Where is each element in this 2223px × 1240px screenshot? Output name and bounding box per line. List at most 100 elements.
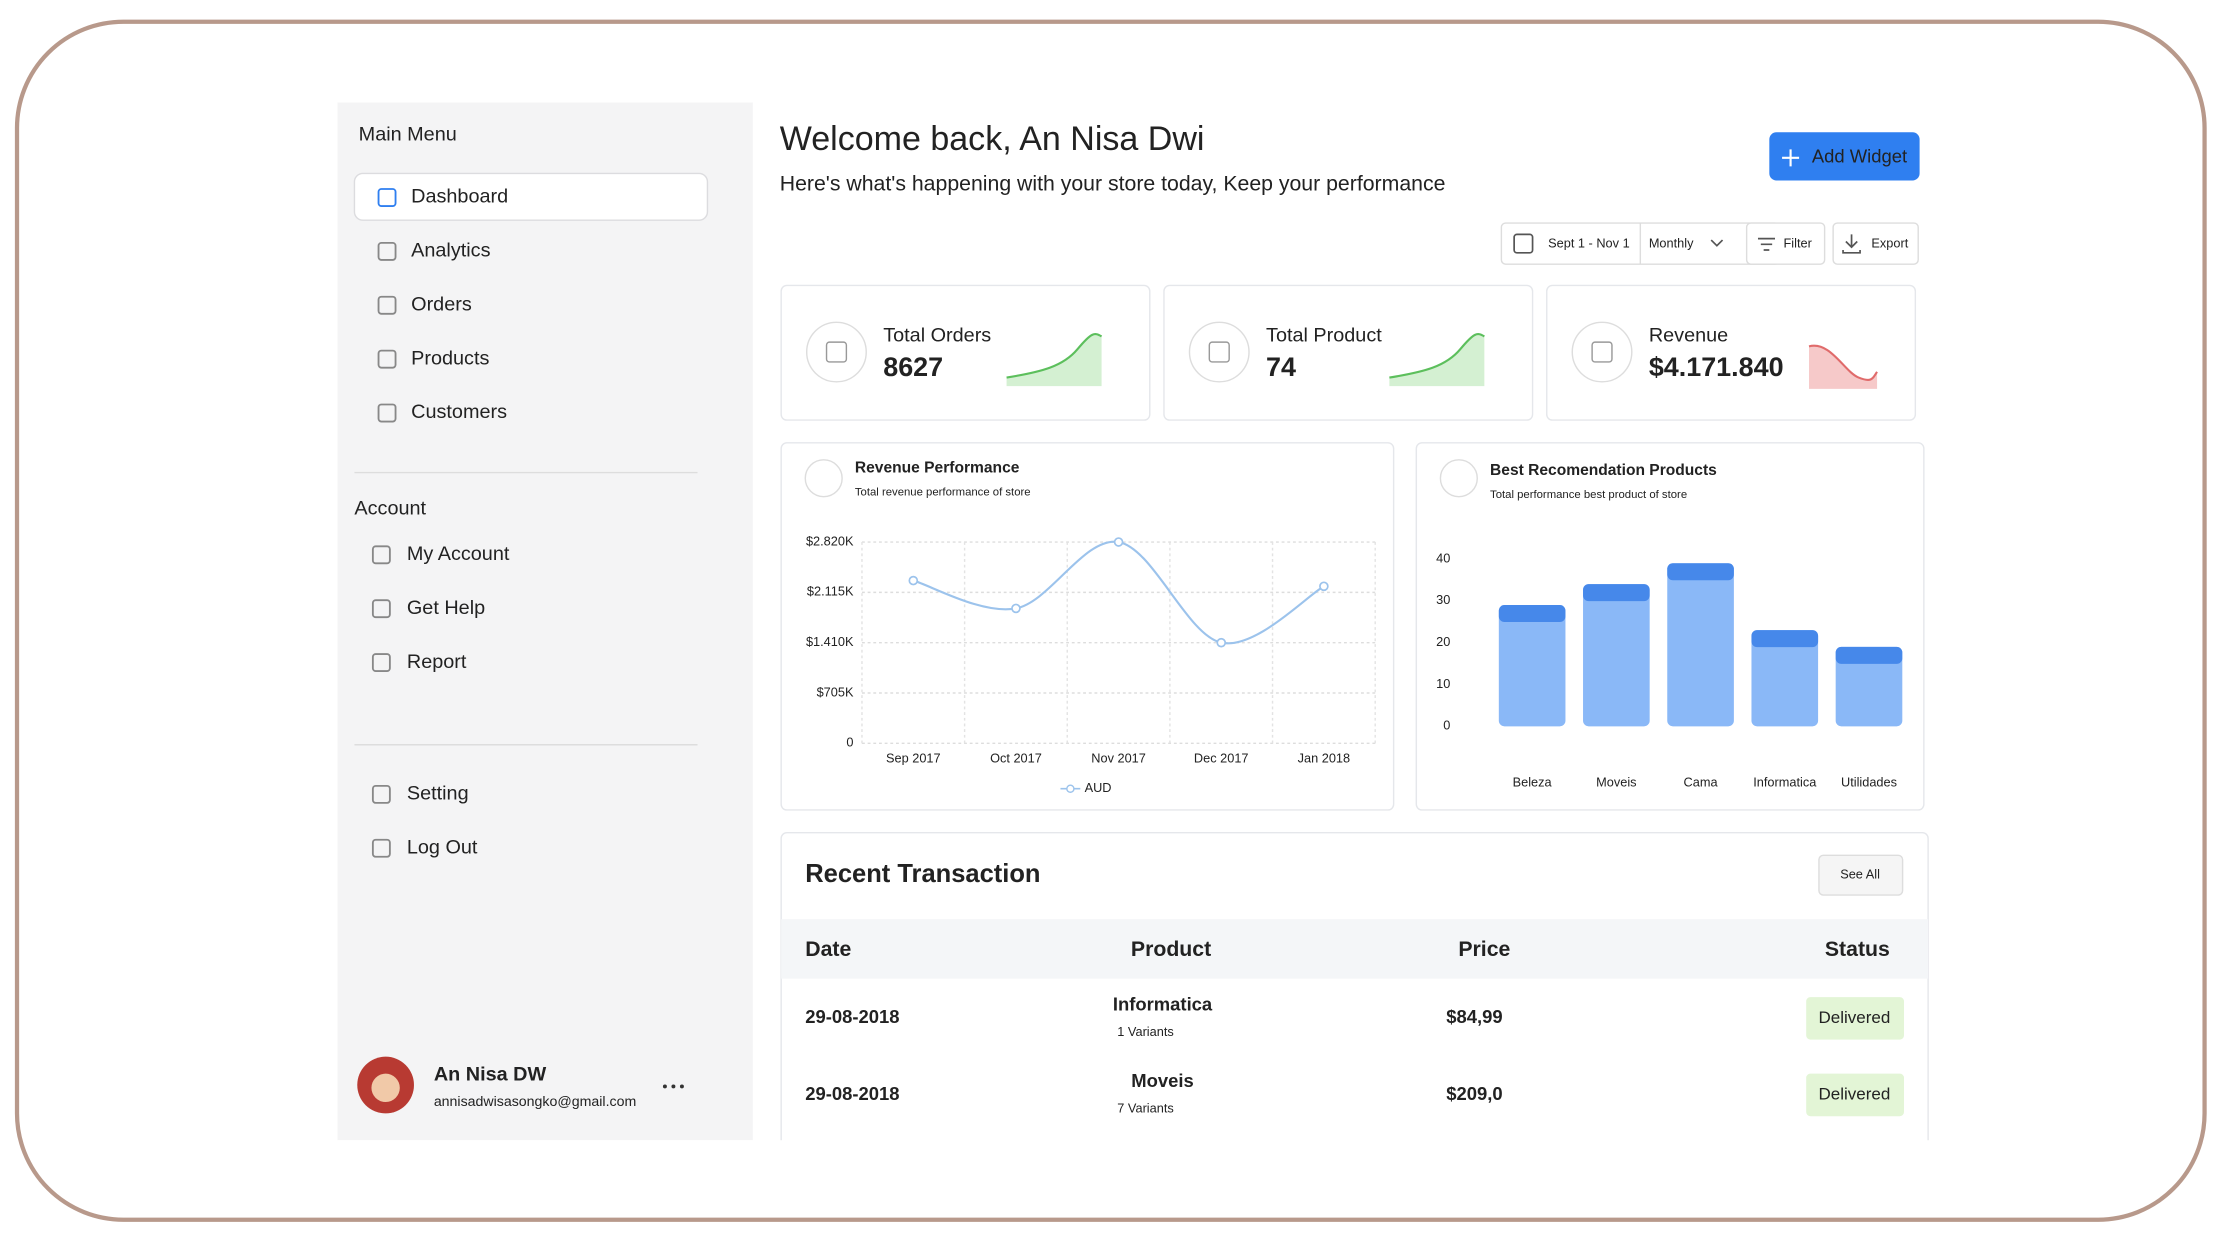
bar (1751, 630, 1819, 727)
cell-status: Delivered (1818, 1084, 1890, 1103)
see-all-label[interactable]: See All (1840, 867, 1880, 882)
y-tick-label: $2.820K (806, 533, 854, 548)
point (1113, 537, 1124, 547)
cell-price: $209,0 (1446, 1083, 1502, 1104)
bar-cap (1835, 646, 1903, 664)
chart-title: Best Recomendation Products (1490, 462, 1717, 479)
status-badge (1806, 1073, 1905, 1117)
y-tick-label: 10 (1436, 676, 1450, 691)
menu-heading: Account (354, 498, 426, 520)
column-header: Product (1131, 937, 1211, 961)
x-tick-label: Cama (1684, 774, 1719, 789)
section-title: Recent Transaction (805, 860, 1040, 888)
x-tick-label: Moveis (1596, 774, 1636, 789)
cell-date: 29-08-2018 (805, 1083, 899, 1104)
add-widget-button[interactable] (1769, 132, 1920, 181)
stat-icon-glyph (825, 341, 848, 363)
cell-variants: 7 Variants (1117, 1100, 1173, 1115)
y-tick-label: 0 (1443, 718, 1450, 733)
menu-item[interactable]: Orders (411, 293, 472, 315)
add-widget-label[interactable]: Add Widget (1812, 146, 1907, 167)
calendar-icon (1513, 233, 1534, 254)
stat-card (1163, 284, 1534, 421)
menu-item[interactable]: Get Help (407, 597, 485, 619)
sparkline (1389, 333, 1485, 379)
x-tick-label: Jan 2018 (1298, 750, 1350, 765)
export-label[interactable]: Export (1871, 236, 1908, 251)
menu-icon (371, 653, 391, 672)
x-tick-label: Beleza (1513, 774, 1553, 789)
bar-cap (1583, 584, 1650, 602)
stat-card (780, 284, 1151, 421)
menu-item[interactable]: My Account (407, 543, 510, 565)
cell-price: $84,99 (1446, 1006, 1502, 1027)
menu-item[interactable]: Products (411, 347, 489, 369)
menu-icon (371, 838, 391, 858)
menu-item[interactable]: Report (407, 651, 467, 673)
sidebar (337, 102, 753, 1141)
sparkline (1006, 333, 1103, 379)
menu-item[interactable]: Analytics (411, 240, 490, 262)
date-range: Sept 1 - Nov 1 (1548, 236, 1630, 251)
export-button[interactable] (1832, 222, 1919, 265)
stat-icon-glyph (1208, 341, 1230, 363)
y-tick-label: 20 (1436, 634, 1450, 649)
x-tick-label: Sep 2017 (886, 750, 941, 765)
menu-icon (371, 545, 391, 565)
stat-label: Total Product (1266, 325, 1382, 347)
filter-label[interactable]: Filter (1784, 236, 1813, 251)
period[interactable]: Monthly (1649, 236, 1694, 251)
x-tick-label: Informatica (1753, 774, 1817, 789)
user-name: An Nisa DW (434, 1063, 547, 1085)
more-dot (671, 1084, 676, 1089)
see-all-button[interactable] (1818, 854, 1904, 896)
y-tick-label: $1.410K (806, 634, 854, 649)
menu-icon (377, 295, 397, 315)
stat-value: 8627 (883, 352, 943, 382)
menu-icon (377, 188, 397, 207)
chart-card (780, 442, 1395, 811)
more-dot (662, 1084, 667, 1089)
point (1319, 581, 1329, 592)
y-tick-label: $705K (817, 684, 854, 699)
cell-date: 29-08-2018 (805, 1006, 899, 1027)
chart-title: Revenue Performance (855, 459, 1020, 476)
bar-cap (1667, 563, 1734, 581)
cell-variants: 1 Variants (1117, 1024, 1173, 1039)
chevron (1710, 239, 1724, 247)
y-tick-label: 0 (846, 735, 853, 750)
chart-subtitle: Total revenue performance of store (855, 486, 1031, 498)
more-dot (679, 1084, 684, 1089)
y-tick-label: 40 (1436, 550, 1450, 565)
plus-icon (1782, 149, 1800, 167)
x-tick-label: Dec 2017 (1194, 750, 1249, 765)
stat-label: Total Orders (883, 325, 991, 347)
bar (1667, 563, 1734, 727)
avatar-face (371, 1073, 400, 1103)
legend-marker (1066, 784, 1075, 793)
bar (1835, 646, 1903, 727)
export-icon (1842, 234, 1861, 254)
sparkline-area (1809, 345, 1878, 389)
transactions-card (780, 831, 1929, 1141)
stat-label: Revenue (1649, 325, 1728, 347)
chart-icon (804, 459, 843, 498)
legend-label: AUD (1085, 780, 1112, 795)
user-email: annisadwisasongko@gmail.com (434, 1094, 636, 1110)
sparkline-area (1006, 334, 1102, 387)
sparkline (1808, 344, 1878, 381)
menu-item[interactable]: Log Out (407, 836, 478, 858)
menu-heading: Main Menu (359, 123, 457, 145)
menu-icon (377, 241, 397, 261)
stat-icon (805, 321, 867, 383)
x-tick-label: Nov 2017 (1091, 750, 1146, 765)
menu-icon (371, 784, 391, 804)
y-tick-label: 30 (1436, 592, 1450, 607)
filter-button[interactable] (1745, 222, 1826, 265)
point (1011, 603, 1021, 614)
menu-item[interactable]: Setting (407, 783, 469, 805)
menu-item[interactable]: Customers (411, 401, 507, 423)
menu-item[interactable]: Dashboard (411, 186, 508, 208)
bar-cap (1751, 630, 1819, 648)
